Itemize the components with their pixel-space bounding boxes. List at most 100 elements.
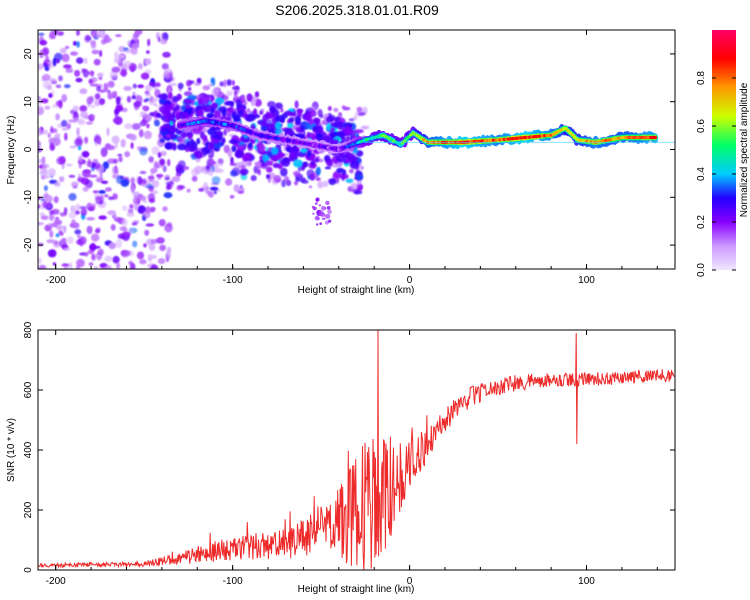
spectrogram-cell — [178, 111, 186, 120]
spectrogram-cell — [111, 66, 121, 73]
spectrogram-cell — [143, 243, 147, 248]
ridge-core — [407, 135, 411, 139]
snr-xlabel: Height of straight line (km) — [298, 584, 415, 595]
x-tick-label: -100 — [223, 576, 243, 587]
spectrogram-cell — [131, 95, 136, 100]
spectrogram-cell — [160, 150, 167, 157]
spectrogram-cell — [300, 125, 305, 133]
spectrogram-cell — [210, 134, 220, 139]
spectrogram-cell — [125, 250, 131, 256]
chart-title: S206.2025.318.01.01.R09 — [275, 2, 439, 18]
spectrogram-cell — [82, 169, 91, 178]
spectrogram-cell — [139, 259, 147, 265]
spectrogram-cell — [162, 51, 171, 58]
spectrogram-cell — [44, 195, 54, 203]
spectrogram-cell — [61, 163, 65, 170]
spectrogram-cell — [137, 63, 143, 70]
spectrogram-cell — [177, 160, 186, 169]
spectrogram-cell — [209, 151, 215, 158]
spectrogram-cell — [325, 213, 331, 219]
spectrogram-cell — [325, 116, 335, 123]
spectrogram-cell — [42, 81, 52, 89]
spectrogram-cell — [112, 118, 121, 123]
spectrogram-cell — [131, 222, 138, 226]
spectrogram-cell — [154, 82, 161, 87]
snr-ylabel: SNR (10 * v/v) — [6, 418, 17, 482]
spectrogram-cell — [308, 185, 313, 189]
spectrogram-cell — [139, 147, 148, 156]
spectrogram-cell — [98, 99, 105, 106]
spectrogram-cell — [237, 188, 246, 191]
spectrogram-cell — [68, 193, 77, 201]
ridge-core — [572, 135, 577, 139]
spectrogram-cell — [90, 114, 95, 119]
spectrogram-cell — [350, 182, 358, 190]
spectrogram-cell — [130, 142, 134, 150]
spectrogram-cell — [332, 139, 339, 146]
spectrogram-cell — [240, 164, 245, 171]
spectrogram-cell — [297, 108, 303, 118]
spectrogram-cell — [316, 223, 319, 226]
spectrogram-cell — [91, 253, 96, 261]
spectrogram-cell — [58, 239, 67, 248]
spectrogram-cell — [225, 178, 233, 186]
spectrogram-cell — [262, 154, 270, 163]
x-tick-label: 0 — [407, 275, 413, 286]
spectrogram-cell — [194, 150, 204, 159]
spectrogram-cell — [168, 71, 173, 80]
spectrogram-cell — [324, 155, 330, 162]
y-tick-label: 0 — [23, 146, 34, 152]
spectrogram-cell — [260, 163, 269, 169]
spectrogram-cell — [210, 77, 214, 84]
spectrogram-cell — [165, 251, 172, 260]
spectrogram-cell — [286, 179, 292, 187]
spectrogram-cell — [86, 225, 93, 235]
spectrogram-cell — [108, 196, 115, 200]
colorbar-label: Normalized spectral amplitude — [739, 82, 750, 217]
spectrogram-cell — [315, 197, 319, 202]
spectrogram-cell — [231, 86, 240, 90]
spectrogram-cell — [38, 159, 43, 164]
spectrogram-cell — [102, 161, 110, 170]
spectrogram-cell — [313, 157, 320, 163]
spectrogram-cell — [126, 212, 135, 218]
spectrogram-cell — [281, 158, 291, 167]
spectrogram-cell — [163, 192, 173, 199]
spectrogram-cell — [93, 58, 101, 66]
spectrogram-cell — [293, 146, 300, 153]
spectrogram-cell — [149, 206, 156, 212]
spectrogram-cell — [221, 138, 226, 144]
spectrogram-cell — [247, 142, 253, 149]
spectrogram-cell — [54, 52, 63, 62]
spectrogram-cell — [219, 81, 225, 87]
spectrogram-cell — [190, 141, 198, 149]
spectrogram-cell — [150, 238, 158, 245]
spectrogram-cell — [144, 58, 152, 66]
spectrogram-cell — [42, 129, 49, 135]
spectrogram-cell — [92, 190, 99, 194]
spectrogram-cell — [133, 101, 142, 108]
spectrogram-cell — [63, 64, 72, 69]
spectrogram-cell — [74, 229, 82, 235]
spectrogram-cell — [120, 138, 126, 148]
spectrogram-cell — [231, 80, 235, 86]
spectrogram-cell — [42, 74, 51, 82]
spectrogram-cell — [58, 75, 63, 82]
spectrogram-cell — [196, 108, 204, 117]
spectrogram-cell — [254, 91, 260, 98]
spectrogram-cell — [59, 47, 67, 54]
spectrogram-cell — [333, 107, 339, 113]
spectrogram-cell — [55, 59, 60, 64]
spectrogram-cell — [233, 95, 238, 98]
ridge-core — [402, 139, 407, 143]
snr-ticks: -200 -100 0 100 0 200 400 600 800 — [23, 321, 675, 587]
spectrogram-cell — [147, 176, 155, 180]
spectrogram-cell — [130, 42, 140, 50]
spectrogram-cell — [178, 185, 186, 190]
colorbar-tick-label: 0.0 — [696, 263, 707, 277]
spectrogram-cell — [116, 262, 121, 269]
spectrogram-cell — [281, 113, 288, 119]
